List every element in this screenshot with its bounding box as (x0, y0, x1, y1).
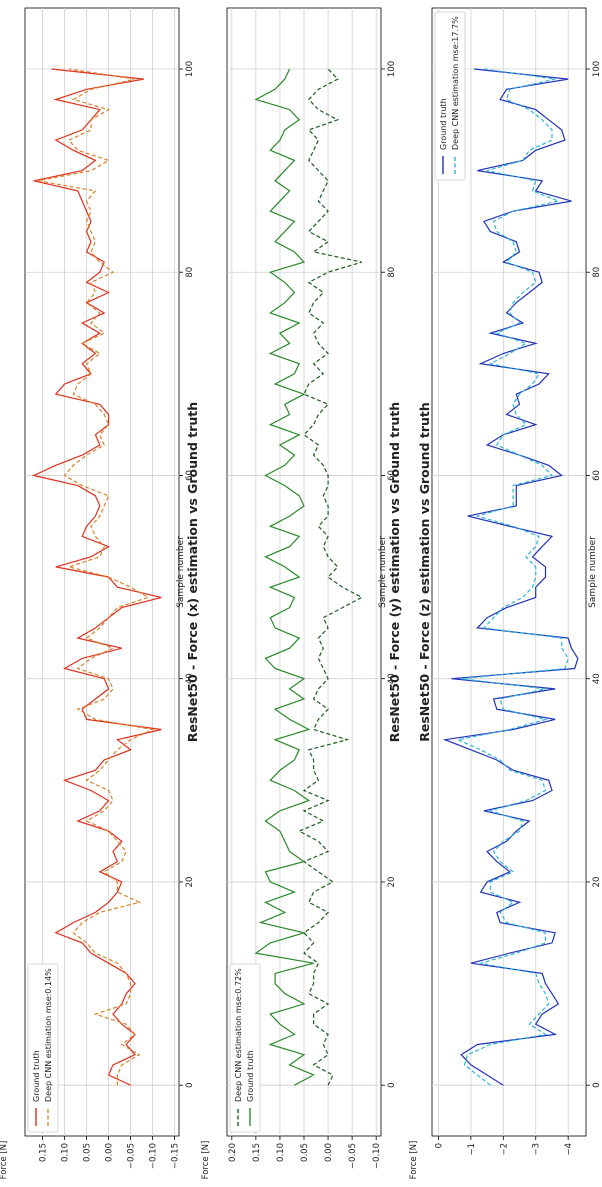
chart-title: ResNet50 - Force (y) estimation vs Groun… (387, 402, 402, 742)
legend: Ground truth Deep CNN estimation mse:17.7… (434, 11, 466, 181)
legend: Deep CNN estimation mse:0.72% Ground trut… (229, 963, 261, 1133)
plot-area-frame (431, 7, 587, 1137)
x-ticks: 0 20 40 60 80 100 (179, 61, 195, 1088)
legend-box (434, 11, 466, 181)
y-ticks: −0.15 −0.10 −0.05 0.00 0.05 0.10 0.15 (39, 1136, 181, 1169)
x-axis-label: Sample number (378, 536, 388, 608)
x-tick-label: 80 (592, 267, 602, 278)
x-axis-label: Sample number (176, 536, 186, 608)
series-line-0 (31, 68, 162, 1086)
series-line-1 (455, 68, 569, 1086)
y-tick-label: −0.15 (171, 1143, 181, 1169)
y-tick-label: −0.10 (149, 1143, 159, 1169)
y-tick-label: 0.05 (300, 1143, 310, 1162)
y-tick-label: −4 (564, 1143, 574, 1156)
legend-box (229, 963, 261, 1133)
y-tick-label: 0.10 (61, 1143, 71, 1162)
x-tick-label: 20 (592, 877, 602, 888)
y-tick-label: −0.05 (348, 1143, 358, 1169)
series-line-1 (38, 68, 155, 1086)
x-tick-label: 0 (592, 1082, 602, 1087)
y-tick-label: −0.05 (127, 1143, 137, 1169)
x-ticks: 0 20 40 60 80 100 (586, 61, 602, 1088)
plot-force-x: 0 20 40 60 80 100 −0.15 −0.10 −0.05 0.00 0.05 0.10… (0, 7, 200, 1180)
legend-label-1: Ground truth (246, 1050, 255, 1102)
x-axis-label: Sample number (588, 536, 598, 608)
grid-lines (432, 8, 586, 1136)
series-lines (254, 68, 364, 1086)
series-lines (442, 68, 579, 1086)
y-tick-label: −3 (532, 1143, 542, 1156)
y-tick-label: 0.15 (252, 1143, 262, 1162)
series-line-1 (254, 68, 315, 1086)
y-axis-label: Force [N] (201, 1141, 211, 1180)
x-ticks: 0 20 40 60 80 100 (381, 61, 397, 1088)
x-tick-label: 60 (387, 470, 397, 481)
y-ticks: −0.10 −0.05 0.00 0.05 0.10 0.15 0.20 (228, 1136, 382, 1169)
legend-label-1: Deep CNN estimation mse:0.14% (44, 968, 53, 1102)
y-tick-label: 0.05 (83, 1143, 93, 1162)
legend-box (27, 963, 59, 1133)
y-tick-label: −2 (499, 1143, 509, 1156)
grid-lines (25, 8, 179, 1136)
y-tick-label: 0.00 (324, 1143, 334, 1162)
series-line-0 (442, 68, 579, 1086)
y-tick-label: 0.20 (228, 1143, 238, 1162)
x-tick-label: 60 (592, 470, 602, 481)
x-tick-label: 0 (387, 1082, 397, 1087)
chart-title-visible: ResNet50 - Force (z) estimation vs Groun… (417, 402, 432, 742)
legend: Ground truth Deep CNN estimation mse:0.14… (27, 963, 59, 1133)
x-tick-label: 60 (185, 470, 195, 481)
y-axis-label: Force [N] (0, 1141, 9, 1180)
y-tick-label: 0.00 (105, 1143, 115, 1162)
y-tick-label: 0.10 (276, 1143, 286, 1162)
y-tick-label: 0.15 (39, 1143, 49, 1162)
y-tick-label: −1 (467, 1143, 477, 1156)
legend-label-1: Deep CNN estimation mse:17.7% (451, 16, 460, 150)
x-tick-label: 0 (185, 1082, 195, 1087)
legend-label-0: Ground truth (32, 1050, 41, 1102)
y-tick-label: −0.10 (372, 1143, 382, 1169)
grid-lines (227, 8, 381, 1136)
plot-force-y: 0 20 40 60 80 100 −0.10 −0.05 0.00 0.05 0.10 0.15 0… (201, 7, 402, 1180)
y-axis-label: Force [N] (409, 1141, 419, 1180)
x-tick-label: 20 (387, 877, 397, 888)
x-tick-label: 80 (387, 267, 397, 278)
x-tick-label: 40 (387, 673, 397, 684)
chart-title: ResNet50 - Force (x) estimation vs Groun… (185, 402, 200, 742)
x-tick-label: 100 (185, 61, 195, 77)
legend-label-0: Ground truth (439, 98, 448, 150)
y-ticks: −4 −3 −2 −1 0 (434, 1136, 574, 1156)
x-tick-label: 100 (592, 61, 602, 77)
x-tick-label: 80 (185, 267, 195, 278)
x-tick-label: 20 (185, 877, 195, 888)
x-tick-label: 40 (185, 673, 195, 684)
plot-force-z: 0 20 40 60 80 100 −4 −3 −2 −1 0 ResNet50 - Force … (409, 7, 602, 1180)
series-lines (31, 68, 162, 1086)
plot-area-frame (24, 7, 180, 1137)
y-tick-label: 0 (434, 1143, 444, 1148)
x-tick-label: 40 (592, 673, 602, 684)
x-tick-label: 100 (387, 61, 397, 77)
legend-label-0: Deep CNN estimation mse:0.72% (234, 968, 243, 1102)
